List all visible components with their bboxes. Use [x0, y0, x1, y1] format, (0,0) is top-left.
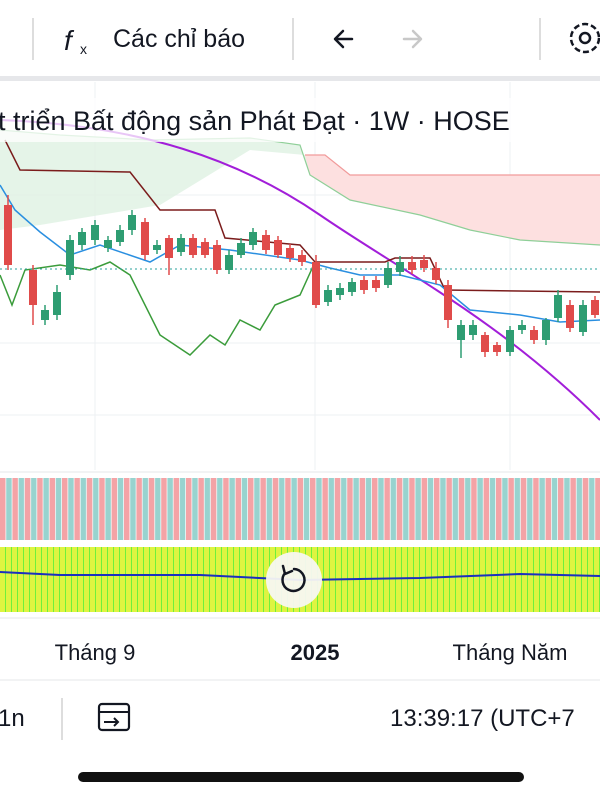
candle	[542, 318, 550, 345]
candle	[481, 332, 489, 357]
candle	[324, 285, 332, 306]
candle	[165, 235, 173, 275]
candle	[384, 262, 392, 288]
indicators-button[interactable]: f x Các chỉ báo	[64, 25, 245, 57]
candle	[237, 238, 245, 258]
candle	[116, 225, 124, 246]
candle	[66, 235, 74, 280]
chikou-line	[0, 261, 316, 356]
candle	[432, 262, 440, 284]
kijun-line	[4, 139, 600, 293]
redo-button[interactable]	[402, 29, 423, 49]
candle	[4, 195, 12, 270]
home-indicator	[78, 772, 524, 782]
fx-icon: f	[64, 25, 75, 56]
candle	[444, 280, 452, 328]
time-label: 2025	[291, 640, 340, 665]
candle	[274, 236, 282, 258]
candle	[506, 326, 514, 356]
reset-button[interactable]	[266, 552, 322, 608]
reset-icon	[281, 567, 306, 593]
candle	[554, 290, 562, 322]
candle	[189, 234, 197, 258]
title-backdrop	[0, 98, 600, 142]
reset-icon-arrow	[281, 564, 294, 576]
toolbar-divider	[0, 76, 600, 81]
candle	[29, 265, 37, 325]
volume-bars	[0, 478, 600, 540]
candle	[104, 236, 112, 252]
candle	[78, 228, 86, 250]
time-label: Tháng Năm	[453, 640, 568, 665]
candle	[348, 278, 356, 296]
candle	[262, 230, 270, 254]
candle	[312, 255, 320, 308]
candle	[457, 320, 465, 358]
settings-icon-core	[578, 31, 592, 45]
candle	[530, 326, 538, 344]
chart-pane: t triển Bất động sản Phát Đạt · 1W · HOS…	[0, 82, 600, 470]
candle	[201, 238, 209, 258]
candle	[336, 283, 344, 300]
candles	[4, 195, 599, 358]
toolbar-bg	[0, 0, 600, 76]
candle	[177, 234, 185, 256]
candle	[566, 300, 574, 332]
candle	[420, 255, 428, 272]
calendar-icon-arrow	[104, 717, 120, 727]
candle	[153, 240, 161, 254]
candle	[286, 244, 294, 262]
span-b	[305, 154, 600, 176]
candle	[360, 276, 368, 294]
candle	[91, 220, 99, 245]
fx-icon-sub: x	[80, 41, 87, 57]
candle	[128, 210, 136, 235]
toolbar: f x Các chỉ báo	[0, 0, 600, 81]
undo-button[interactable]	[333, 29, 354, 49]
candle	[213, 240, 221, 274]
indicator-pane	[0, 547, 600, 612]
calendar-icon	[97, 702, 131, 732]
candle	[591, 296, 599, 318]
candle	[372, 276, 380, 292]
candle	[469, 320, 477, 340]
settings-button[interactable]	[569, 22, 600, 54]
candle	[141, 218, 149, 260]
candle	[41, 305, 49, 325]
clock[interactable]: 13:39:17 (UTC+7	[390, 705, 575, 732]
candle	[225, 250, 233, 274]
footer: 1n 13:39:17 (UTC+7	[0, 679, 600, 740]
indicators-label: Các chỉ báo	[113, 25, 245, 53]
candle	[408, 256, 416, 274]
cloud-bear	[305, 155, 600, 245]
range-button[interactable]: 1n	[0, 705, 25, 732]
candle	[493, 342, 501, 356]
candle	[579, 300, 587, 336]
date-range-button[interactable]	[97, 702, 131, 732]
time-label: Tháng 9	[55, 640, 136, 665]
candle	[298, 250, 306, 266]
volume-pane	[0, 471, 600, 540]
chart-title: t triển Bất động sản Phát Đạt · 1W · HOS…	[0, 106, 510, 136]
candle	[396, 256, 404, 276]
candle	[53, 285, 61, 320]
candle	[249, 228, 257, 250]
time-axis: Tháng 9 2025 Tháng Năm	[0, 617, 600, 665]
candle	[518, 320, 526, 334]
